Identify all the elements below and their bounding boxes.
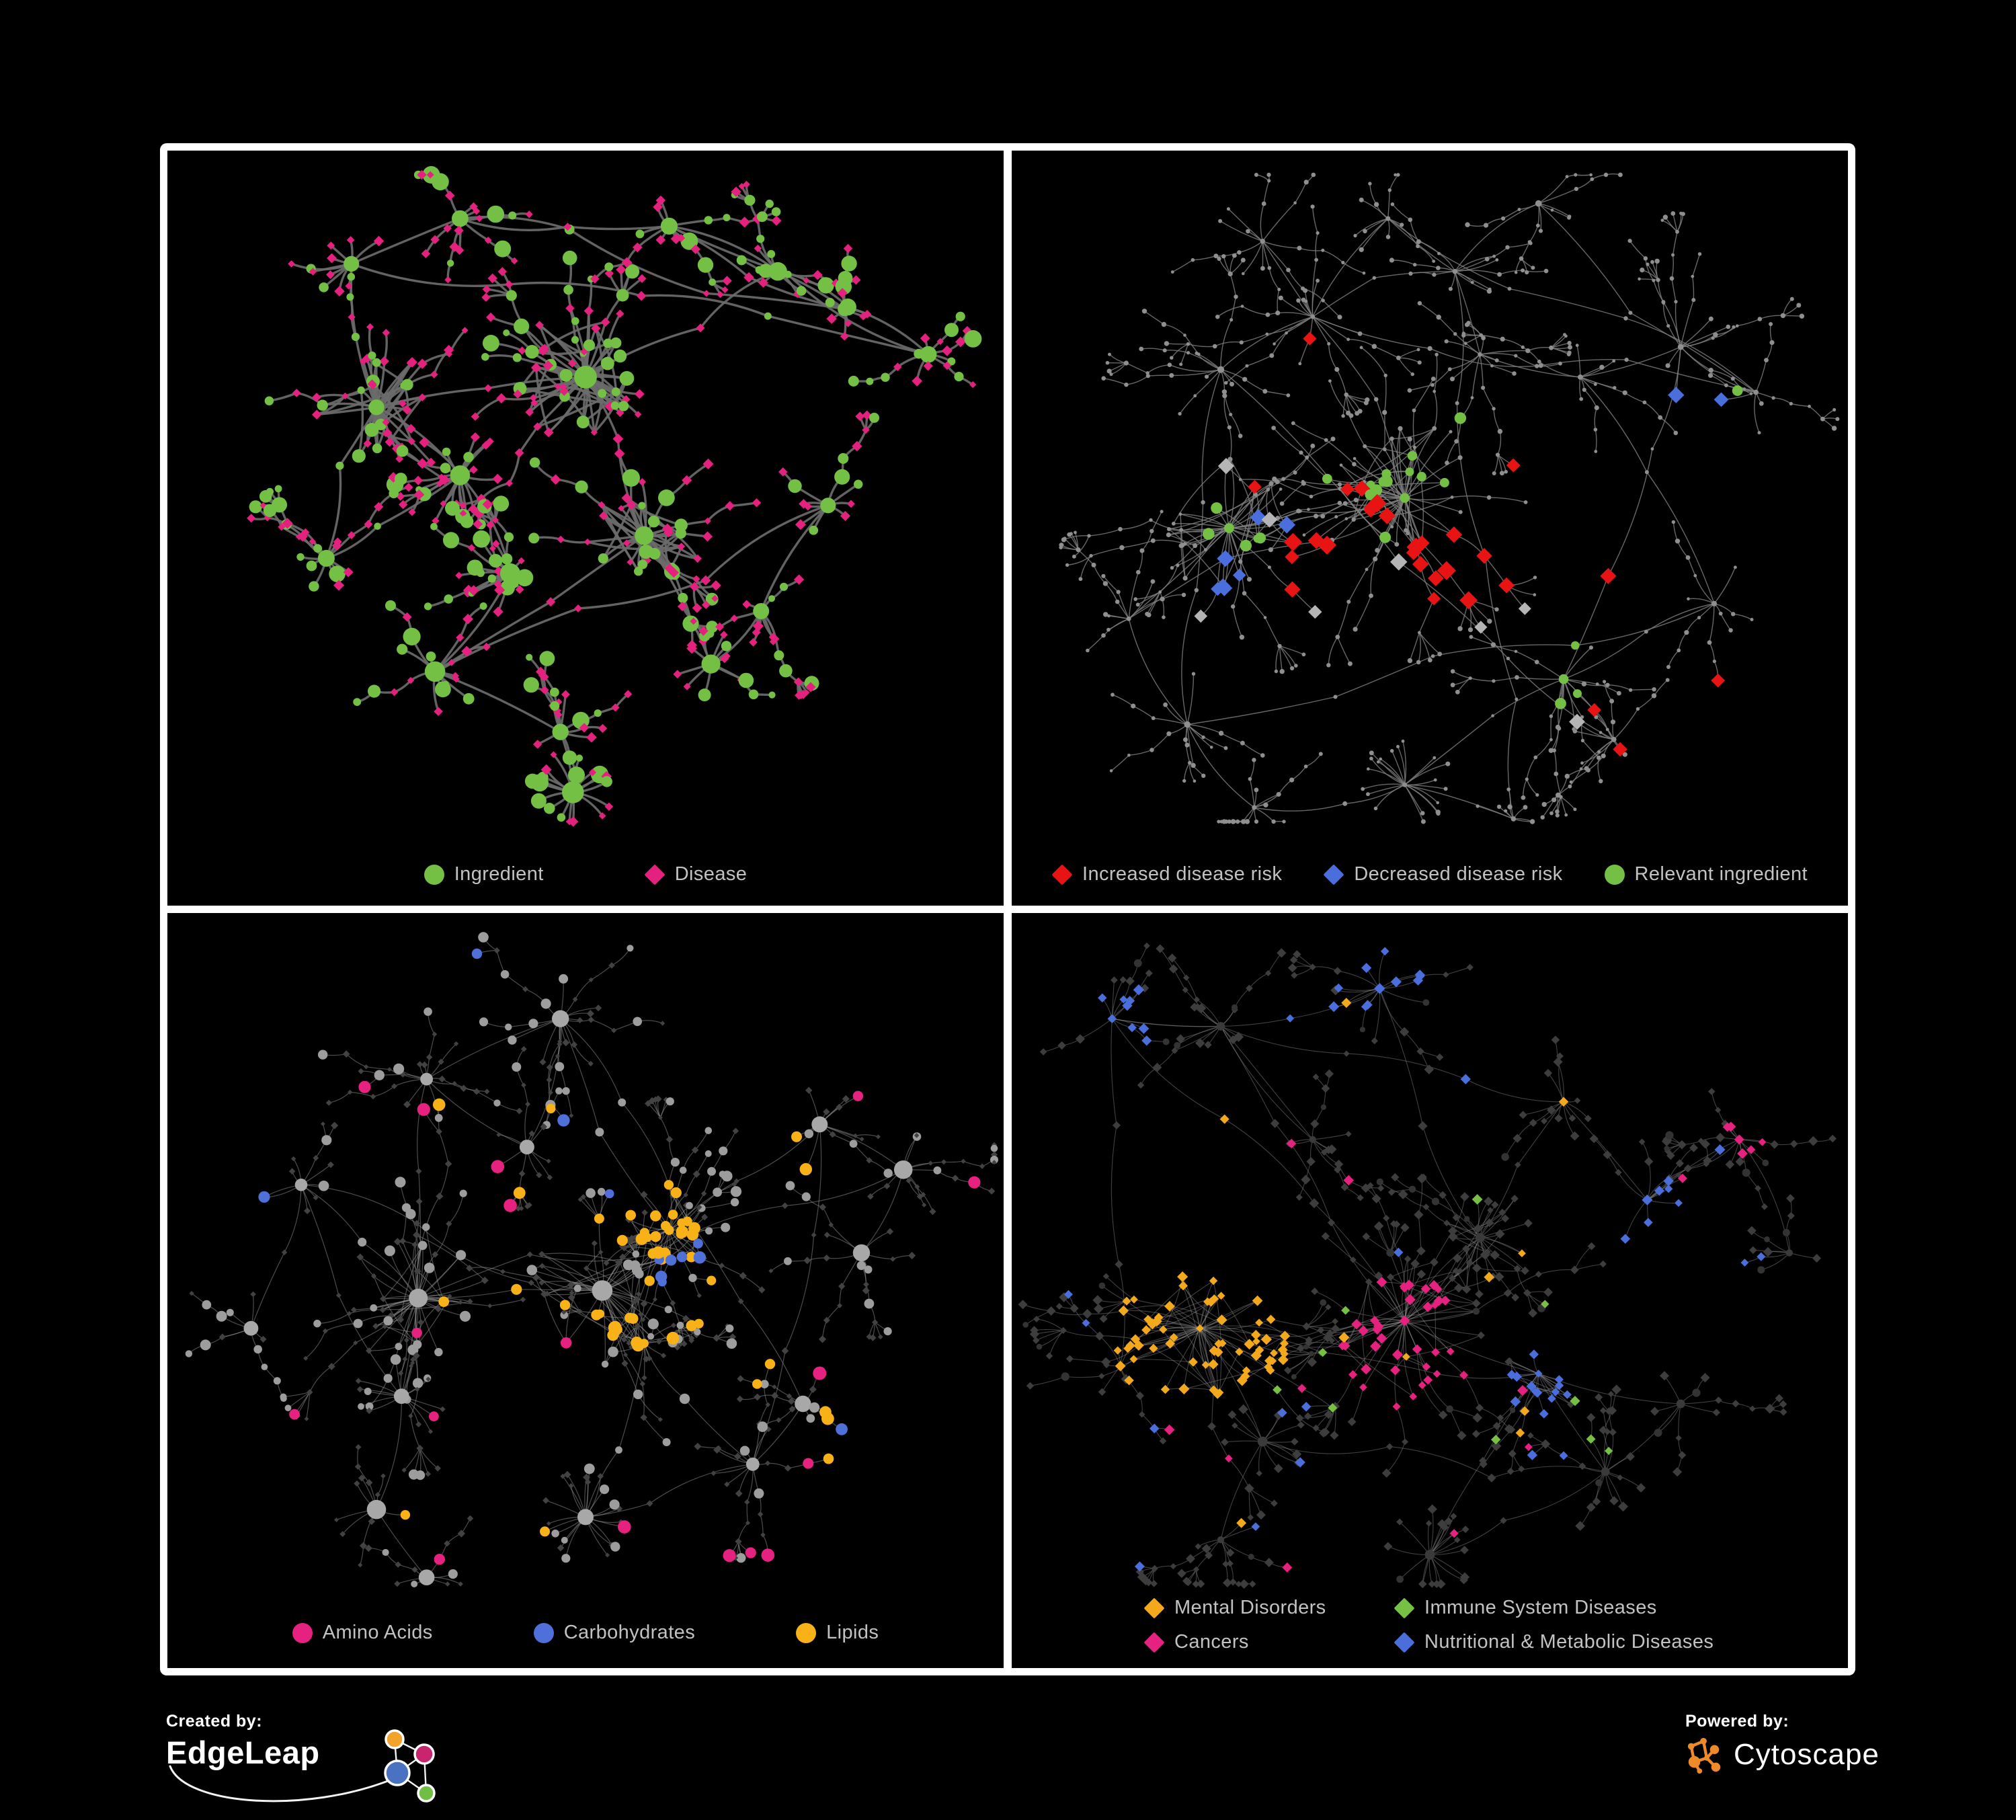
figure-frame: Ingredient Disease Increased disease risk…	[160, 143, 1855, 1675]
legend-label: Relevant ingredient	[1634, 863, 1808, 885]
network-canvas-disease-risk	[1059, 172, 1840, 824]
legend-ingredient-disease: Ingredient Disease	[167, 863, 1004, 885]
diamond-glyph	[1394, 1631, 1415, 1653]
legend-label: Increased disease risk	[1082, 863, 1283, 885]
legend-label: Immune System Diseases	[1424, 1597, 1657, 1618]
legend-label: Mental Disorders	[1174, 1597, 1326, 1618]
diamond-glyph	[644, 863, 666, 885]
network-canvas-ingredient-disease	[247, 166, 982, 827]
diamond-glyph	[1143, 1597, 1165, 1619]
legend-item-mental-disorders: Mental Disorders	[1143, 1597, 1394, 1619]
cytoscape-credit: Powered by: Cytoscape	[1685, 1712, 1880, 1774]
diamond-glyph	[1394, 1597, 1415, 1619]
panel-disease-classes: Mental Disorders Immune System Diseases Ca…	[1012, 913, 1848, 1668]
panel-ingredient-disease: Ingredient Disease	[167, 151, 1004, 906]
diamond-glyph	[1143, 1631, 1165, 1653]
legend-item-cancers: Cancers	[1143, 1631, 1394, 1653]
edgeleap-brand: EdgeLeap	[166, 1735, 320, 1770]
circle-glyph	[1604, 864, 1625, 885]
legend-item-carbohydrates: Carbohydrates	[533, 1622, 696, 1644]
diamond-glyph	[1323, 863, 1344, 885]
legend-label: Amino Acids	[322, 1622, 433, 1643]
circle-glyph	[533, 1622, 554, 1643]
legend-item-disease: Disease	[644, 863, 748, 885]
legend-disease-classes: Mental Disorders Immune System Diseases Ca…	[1143, 1597, 1713, 1653]
circle-glyph	[424, 864, 444, 885]
edgeleap-credit: Created by: EdgeLeap	[166, 1712, 436, 1803]
legend-item-relevant-ingredient: Relevant ingredient	[1604, 863, 1808, 885]
created-by-label: Created by:	[166, 1712, 263, 1731]
legend-disease-risk: Increased disease risk Decreased disease …	[1012, 863, 1848, 885]
panel-disease-risk: Increased disease risk Decreased disease …	[1012, 151, 1848, 906]
circle-glyph	[796, 1622, 817, 1643]
cytoscape-logo-icon	[1687, 1737, 1721, 1774]
legend-label: Nutritional & Metabolic Diseases	[1424, 1631, 1714, 1653]
legend-item-immune-system-diseases: Immune System Diseases	[1394, 1597, 1713, 1619]
legend-label: Carbohydrates	[563, 1622, 696, 1643]
legend-ingredient-classes: Amino Acids Carbohydrates Lipids	[167, 1622, 1004, 1644]
powered-by-label: Powered by:	[1685, 1712, 1789, 1731]
circle-glyph	[292, 1622, 313, 1643]
panel-ingredient-classes: Amino Acids Carbohydrates Lipids	[167, 913, 1004, 1668]
legend-label: Ingredient	[454, 863, 544, 885]
legend-label: Decreased disease risk	[1354, 863, 1563, 885]
legend-item-lipids: Lipids	[796, 1622, 879, 1644]
legend-label: Lipids	[826, 1622, 879, 1643]
legend-item-amino-acids: Amino Acids	[292, 1622, 433, 1644]
legend-label: Cancers	[1174, 1631, 1249, 1653]
legend-item-decreased-disease-risk: Decreased disease risk	[1323, 863, 1563, 885]
legend-item-increased-disease-risk: Increased disease risk	[1051, 863, 1283, 885]
network-canvas-ingredient-classes	[185, 932, 998, 1587]
diamond-glyph	[1051, 863, 1073, 885]
legend-label: Disease	[674, 863, 748, 885]
legend-item-ingredient: Ingredient	[424, 863, 544, 885]
cytoscape-brand: Cytoscape	[1734, 1738, 1880, 1771]
legend-item-nutritional-metabolic-diseases: Nutritional & Metabolic Diseases	[1394, 1631, 1713, 1653]
network-canvas-disease-classes	[1018, 942, 1837, 1589]
